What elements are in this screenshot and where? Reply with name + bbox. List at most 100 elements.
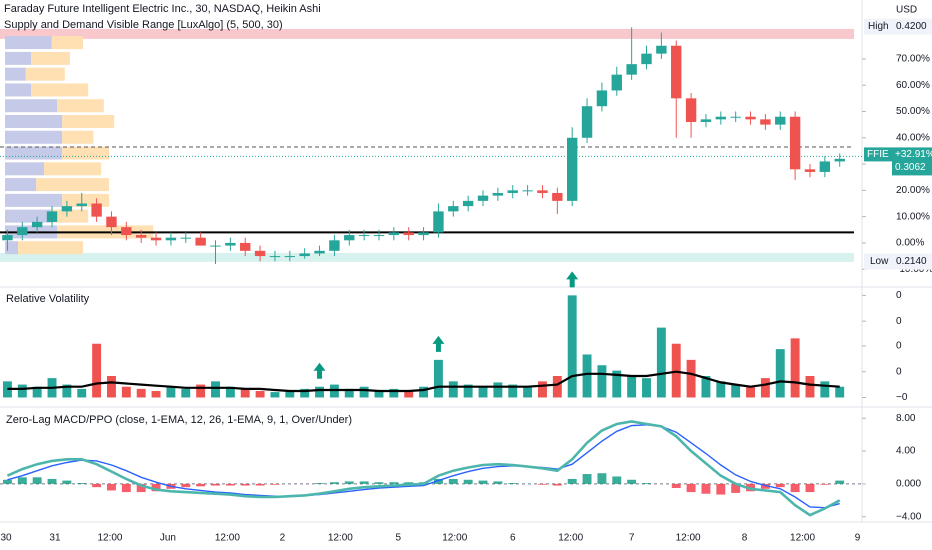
candle-body (106, 216, 117, 228)
candle-body (789, 116, 801, 170)
y-tick-label: 10.00% (896, 211, 930, 222)
volatility-bar (181, 388, 191, 398)
histogram-bar (225, 483, 235, 486)
signal-arrow (566, 271, 579, 288)
candle-body (581, 106, 593, 138)
profile-buy (5, 178, 37, 192)
volatility-bar (493, 382, 503, 398)
candle-body (552, 192, 563, 201)
indicator-name: Supply and Demand Visible Range [LuxAlgo… (4, 19, 283, 31)
candle-body (299, 253, 310, 257)
volatility-bar (17, 384, 27, 398)
histogram-bar (597, 473, 607, 484)
profile-sell (51, 36, 83, 50)
volatility-bar (404, 391, 414, 398)
candle-body (492, 192, 504, 196)
profile-buy (5, 114, 63, 128)
candle-body (195, 237, 206, 246)
volatility-bar (62, 384, 72, 398)
histogram-bar (463, 479, 473, 484)
candle-body (180, 237, 191, 239)
volatility-bar (582, 354, 592, 398)
profile-sell (31, 51, 70, 65)
histogram-bar (552, 483, 562, 486)
histogram-bar (701, 483, 711, 494)
volatility-bar (731, 384, 741, 398)
volatility-bar (300, 388, 310, 398)
histogram-bar (92, 483, 102, 488)
volatility-bar (612, 370, 622, 398)
candle-body (135, 235, 147, 238)
profile-buy (5, 162, 44, 176)
volatility-bar (775, 349, 785, 398)
signal-line (7, 424, 840, 509)
candle-body (373, 235, 385, 237)
x-tick-label: 31 (49, 533, 61, 544)
volatility-bar (567, 295, 577, 398)
candle-body (403, 232, 414, 236)
candle-body (626, 64, 637, 75)
volatility-bar (240, 388, 250, 398)
candle-body (775, 116, 786, 125)
candle-body (46, 211, 58, 222)
high-tag (864, 18, 932, 35)
histogram-bar (47, 478, 57, 484)
candle-body (254, 250, 266, 257)
candle-body (17, 227, 28, 236)
x-tick-label: 12:00 (328, 533, 353, 544)
histogram-bar (2, 479, 12, 484)
candle-body (462, 200, 474, 207)
histogram-bar (136, 483, 146, 493)
volatility-bar (196, 384, 206, 398)
candle-body (685, 98, 697, 122)
demand-zone (0, 252, 854, 262)
histogram-bar (181, 483, 191, 488)
candle-body (329, 240, 340, 251)
profile-sell (25, 67, 65, 81)
candle-body (700, 119, 712, 122)
x-tick-label: 12:00 (676, 533, 701, 544)
candle-body (522, 190, 533, 192)
volatility-bar (255, 391, 265, 398)
volatility-bar (716, 381, 726, 398)
histogram-bar (121, 483, 131, 493)
histogram-bar (642, 483, 651, 484)
volatility-bar (642, 378, 651, 398)
volatility-bar (32, 386, 42, 398)
last-change: +32.91% (895, 149, 932, 160)
candle-body (358, 235, 370, 237)
volatility-bar (746, 386, 755, 398)
high-price: 0.4200 (896, 21, 927, 32)
candle-body (566, 137, 578, 201)
low-price: 0.2140 (896, 256, 927, 267)
profile-sell (44, 162, 102, 176)
profile-sell (51, 209, 89, 223)
histogram-bar (270, 483, 280, 485)
histogram-bar (404, 482, 414, 484)
volatility-bar (211, 381, 220, 398)
volatility-bar (92, 343, 102, 398)
signal-arrow (313, 362, 326, 379)
x-tick-label: 12:00 (790, 533, 815, 544)
last-price-tag (892, 147, 932, 176)
volatility-bar (760, 378, 770, 398)
volatility-bar (151, 391, 161, 398)
y-tick-label: 0 (896, 366, 902, 377)
volatility-bar (77, 388, 87, 398)
histogram-bar (211, 483, 220, 486)
profile-buy (5, 67, 26, 81)
macd-line (6, 420, 841, 517)
candle-body (804, 169, 816, 172)
histogram-bar (760, 483, 770, 489)
x-tick-label: 2 (280, 533, 286, 544)
histogram-bar (805, 483, 815, 493)
histogram-bar (835, 480, 845, 484)
histogram-bar (315, 483, 324, 484)
volatility-bar (805, 375, 815, 398)
candle-body (819, 161, 831, 172)
profile-sell (62, 146, 109, 160)
candle-body (314, 250, 325, 254)
profile-buy (5, 99, 57, 113)
candle-body (834, 158, 845, 162)
candle-body (730, 116, 741, 118)
